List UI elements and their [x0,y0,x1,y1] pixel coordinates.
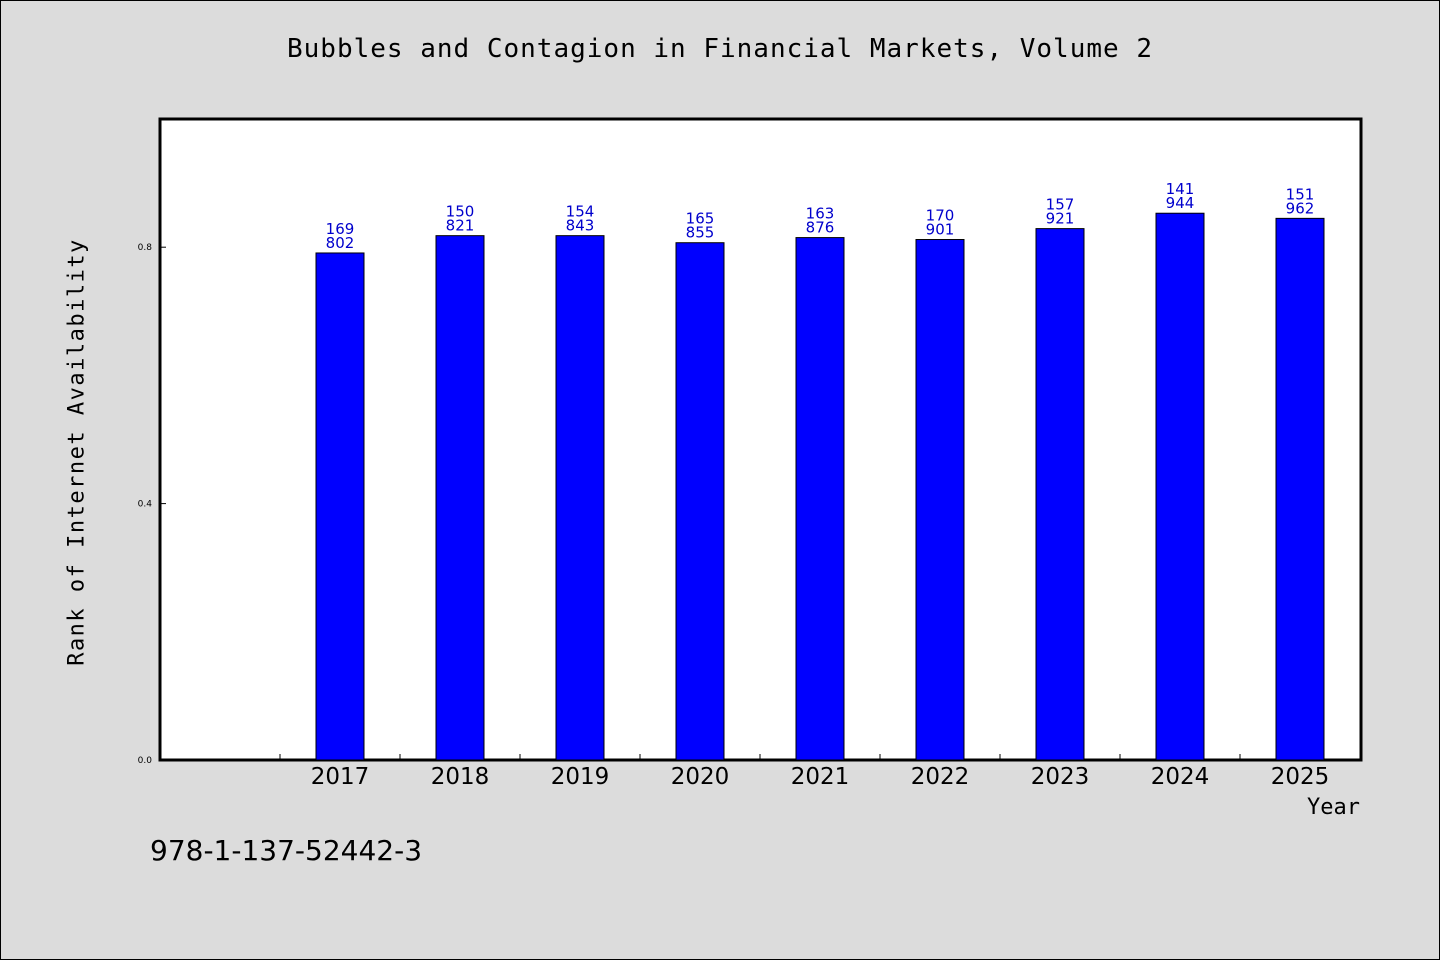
x-tick-label: 2022 [911,764,970,790]
bar [1155,212,1205,761]
bar-label-top: 165 [686,210,715,228]
x-axis-ticks: 2017 2018 2019 2020 2021 2022 2023 2024 2025 [279,754,1361,790]
x-axis-label: Year [1307,795,1360,820]
bar [1275,217,1325,761]
y-axis-label: Rank of Internet Availability [64,238,90,666]
bar-label-bottom: 876 [806,219,835,237]
bar [315,252,365,761]
bar [675,242,725,761]
bar-label-top: 151 [1286,185,1315,203]
bar-label-bottom: 821 [446,217,475,235]
bars [315,212,1325,761]
bar-label-top: 157 [1046,196,1075,214]
y-tick-label: 0.4 [138,500,153,510]
bar-label-top: 163 [806,205,835,223]
x-tick-label: 2024 [1151,764,1210,790]
bar-label-bottom: 962 [1286,199,1315,217]
bar [795,237,845,761]
x-tick-label: 2019 [551,764,610,790]
isbn-text: 978-1-137-52442-3 [150,834,423,867]
bar [1035,228,1085,761]
bar [555,235,605,761]
chart-title: Bubbles and Contagion in Financial Marke… [287,34,1153,64]
y-tick-label: 0.8 [138,243,153,253]
bar-label-bottom: 921 [1046,210,1075,228]
y-tick-label: 0.0 [138,756,153,766]
bar-label-top: 170 [926,207,955,225]
bar-label-bottom: 802 [326,234,355,252]
bar-label-bottom: 855 [686,224,715,242]
x-tick-label: 2025 [1271,764,1330,790]
bar-label-top: 150 [446,203,475,221]
bar-label-top: 141 [1166,180,1195,198]
x-tick-label: 2020 [671,764,730,790]
y-axis-ticks: 0.0 0.4 0.8 [138,243,166,766]
bar-label-bottom: 944 [1166,194,1195,212]
bar-label-bottom: 901 [926,221,955,239]
x-tick-label: 2018 [431,764,490,790]
bar-label-top: 154 [566,203,595,221]
bar [435,235,485,761]
x-tick-label: 2023 [1031,764,1090,790]
bar-label-bottom: 843 [566,217,595,235]
bar [915,239,965,761]
bar-label-top: 169 [326,220,355,238]
x-tick-label: 2021 [791,764,850,790]
x-tick-label: 2017 [311,764,370,790]
